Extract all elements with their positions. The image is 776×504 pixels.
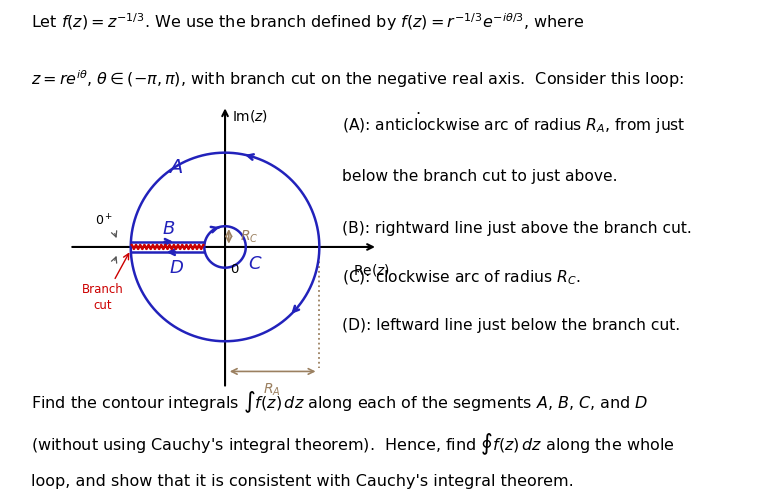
Text: loop, and show that it is consistent with Cauchy's integral theorem.: loop, and show that it is consistent wit… xyxy=(31,474,573,489)
Text: (without using Cauchy's integral theorem).  Hence, find $\oint f(z)\,dz$ along t: (without using Cauchy's integral theorem… xyxy=(31,431,674,457)
Text: below the branch cut to just above.: below the branch cut to just above. xyxy=(342,168,618,183)
Text: $0^+$: $0^+$ xyxy=(95,213,113,228)
Text: (C): clockwise arc of radius $R_C$.: (C): clockwise arc of radius $R_C$. xyxy=(342,268,580,287)
Text: $R_A$: $R_A$ xyxy=(263,382,281,398)
Text: Find the contour integrals $\int f(z)\,dz$ along each of the segments $A$, $B$, : Find the contour integrals $\int f(z)\,d… xyxy=(31,389,649,415)
Text: (A): anticlockwise arc of radius $R_A$, from just: (A): anticlockwise arc of radius $R_A$, … xyxy=(342,116,685,135)
Text: $0$: $0$ xyxy=(230,263,239,276)
Text: (D): leftward line just below the branch cut.: (D): leftward line just below the branch… xyxy=(342,318,680,333)
Text: $z = re^{i\theta}$, $\theta \in (-\pi, \pi)$, with branch cut on the negative re: $z = re^{i\theta}$, $\theta \in (-\pi, \… xyxy=(31,69,684,90)
Text: .: . xyxy=(415,102,421,117)
Text: $\mathrm{Re}(z)$: $\mathrm{Re}(z)$ xyxy=(352,262,390,278)
Text: $B$: $B$ xyxy=(162,220,175,238)
Text: Branch
cut: Branch cut xyxy=(81,283,123,312)
Text: $R_C$: $R_C$ xyxy=(240,228,258,245)
Text: (B): rightward line just above the branch cut.: (B): rightward line just above the branc… xyxy=(342,221,691,236)
Text: $D$: $D$ xyxy=(168,259,183,277)
Text: $\mathrm{Im}(z)$: $\mathrm{Im}(z)$ xyxy=(232,108,268,124)
Text: $A$: $A$ xyxy=(168,158,183,177)
Text: $C$: $C$ xyxy=(248,255,262,273)
Text: Let $f(z) = z^{-1/3}$. We use the branch defined by $f(z) = r^{-1/3} e^{-i\theta: Let $f(z) = z^{-1/3}$. We use the branch… xyxy=(31,11,584,33)
